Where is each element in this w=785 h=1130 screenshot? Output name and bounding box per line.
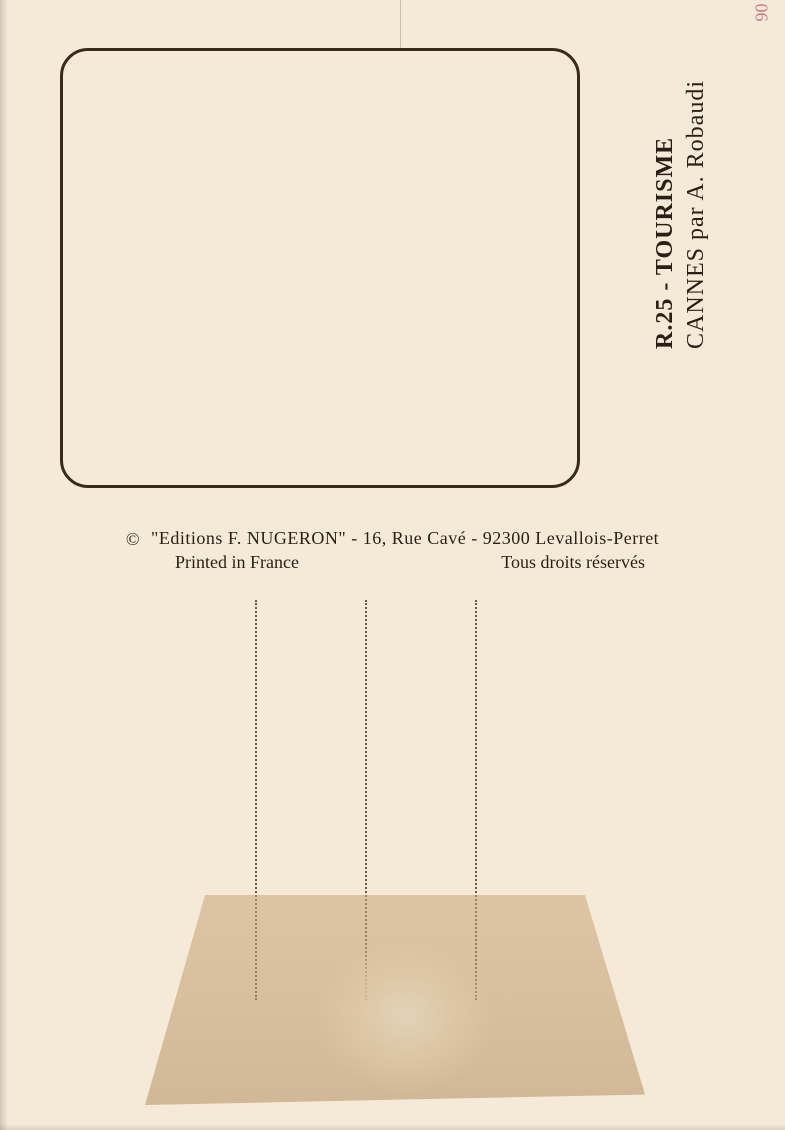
stain-blotch <box>315 935 495 1095</box>
printed-in: Printed in France <box>175 552 299 573</box>
copyright-icon: © <box>126 529 140 550</box>
upper-section: R.25 - TOURISME CANNES par A. Robaudi <box>25 20 760 560</box>
scan-edge-left <box>0 0 8 1130</box>
postcard-back: R.25 - TOURISME CANNES par A. Robaudi © … <box>25 20 760 1105</box>
publisher-sub-line: Printed in France Tous droits réservés <box>25 552 760 573</box>
reference-code: R.25 - TOURISME <box>652 80 679 349</box>
card-reference-text: R.25 - TOURISME CANNES par A. Robaudi <box>652 80 710 349</box>
rights-reserved: Tous droits réservés <box>501 552 645 573</box>
corner-annotation: 06 <box>751 4 772 22</box>
scan-edge-bottom <box>0 1124 785 1130</box>
publisher-name-address: "Editions F. NUGERON" - 16, Rue Cavé - 9… <box>151 528 659 548</box>
publisher-info: © "Editions F. NUGERON" - 16, Rue Cavé -… <box>25 528 760 573</box>
publisher-main-line: © "Editions F. NUGERON" - 16, Rue Cavé -… <box>25 528 760 550</box>
stamp-placeholder-box <box>60 48 580 488</box>
reference-title: CANNES par A. Robaudi <box>683 80 710 349</box>
